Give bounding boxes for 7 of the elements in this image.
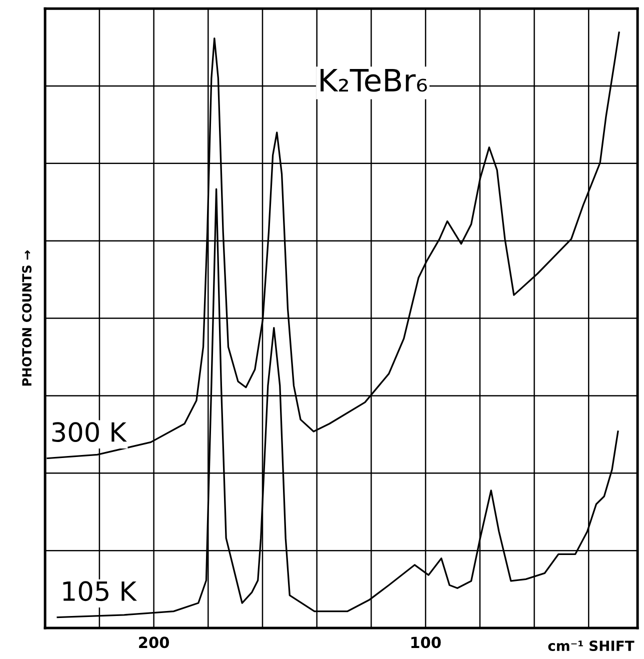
x-axis-title: cm⁻¹ SHIFT — [548, 640, 634, 652]
x-tick-label: 100 — [411, 636, 441, 648]
annotation: K₂TeBr₆ — [320, 69, 427, 92]
series-label: 105 K — [63, 581, 137, 602]
x-tick-label: 200 — [139, 636, 170, 648]
y-axis-title: PHOTON COUNTS → — [22, 250, 32, 386]
series-label: 300 K — [52, 422, 127, 442]
